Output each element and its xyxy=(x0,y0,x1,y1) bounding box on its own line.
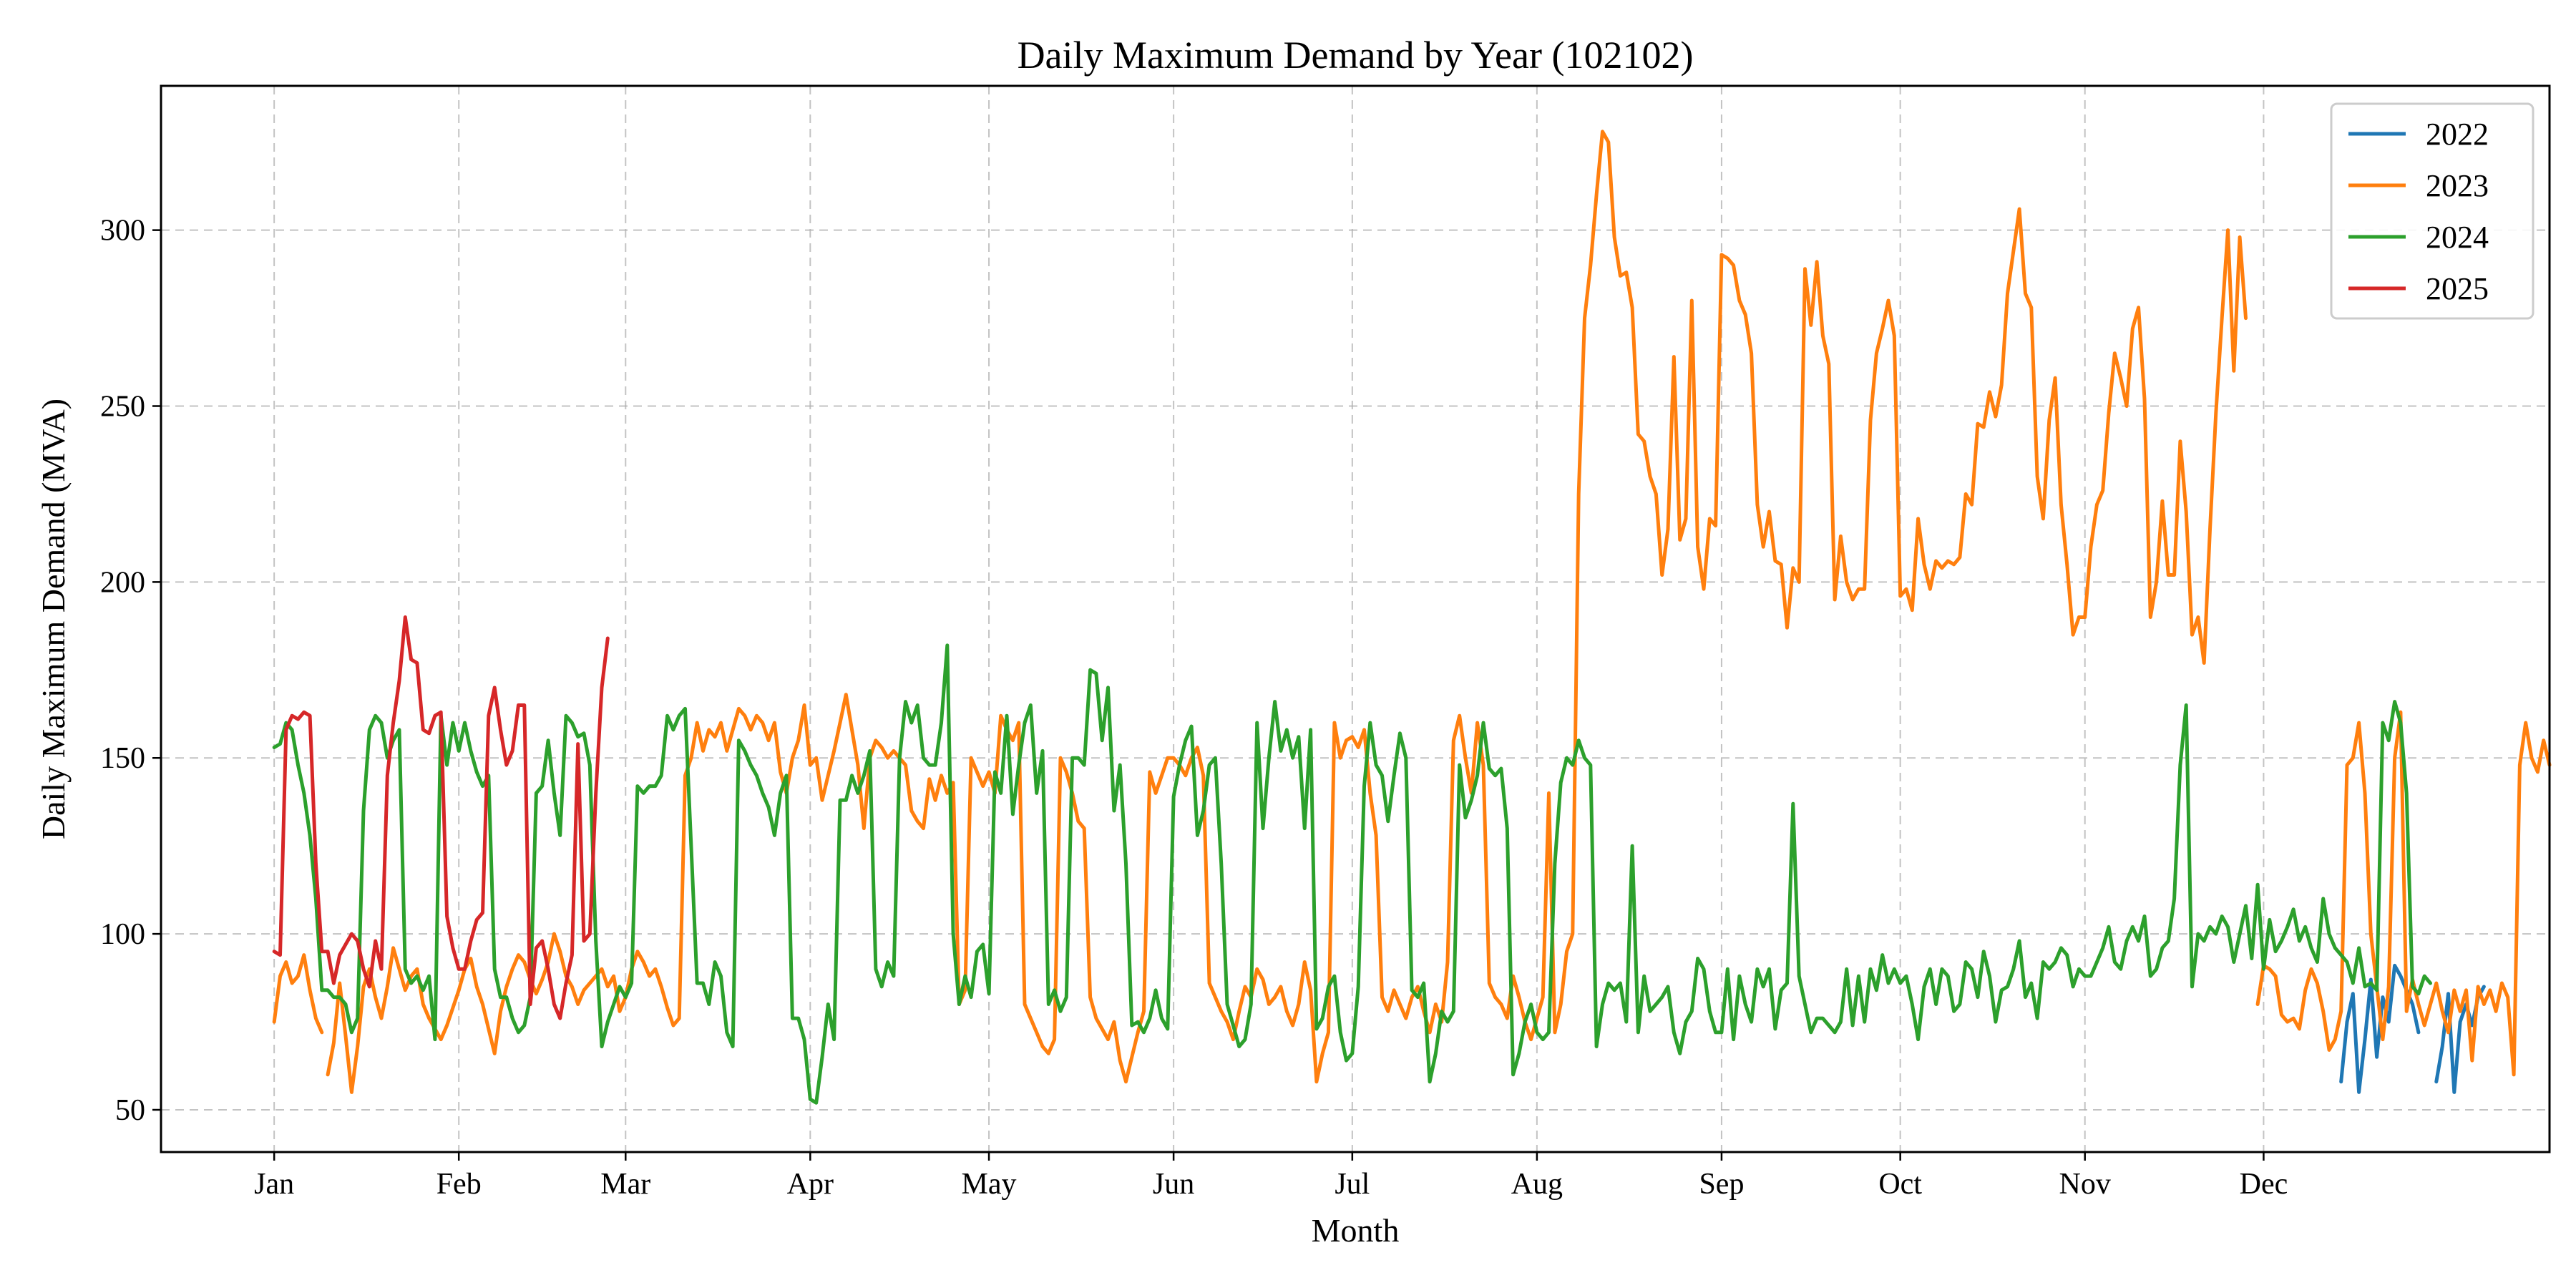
y-tick-label: 150 xyxy=(100,742,145,775)
x-tick-label: Jun xyxy=(1153,1168,1194,1201)
legend-label: 2023 xyxy=(2426,168,2489,203)
legend-label: 2025 xyxy=(2426,271,2489,306)
x-tick-label: Apr xyxy=(787,1168,834,1201)
legend-label: 2022 xyxy=(2426,117,2489,152)
y-tick-label: 300 xyxy=(100,215,145,248)
x-tick-label: Jul xyxy=(1335,1168,1370,1201)
series-lines xyxy=(272,130,2552,1105)
y-tick-label: 50 xyxy=(115,1094,145,1127)
y-tick-label: 200 xyxy=(100,566,145,599)
x-tick-label: Sep xyxy=(1699,1168,1744,1201)
chart-title: Daily Maximum Demand by Year (102102) xyxy=(1018,34,1694,77)
series-line-2023 xyxy=(272,130,2552,1094)
y-tick-label: 100 xyxy=(100,918,145,951)
x-tick-label: Nov xyxy=(2059,1168,2111,1201)
y-axis-ticks: 50 100 150 200 250 300 xyxy=(100,215,161,1127)
legend-label: 2024 xyxy=(2426,220,2489,255)
x-tick-label: Feb xyxy=(436,1168,482,1201)
y-axis-label: Daily Maximum Demand (MVA) xyxy=(35,399,72,839)
legend: 2022 2023 2024 2025 xyxy=(2330,102,2534,320)
x-tick-label: May xyxy=(962,1168,1017,1201)
plot-frame xyxy=(160,84,2551,1153)
x-tick-label: Jan xyxy=(254,1168,294,1201)
legend-box xyxy=(2330,102,2534,320)
x-axis-label: Month xyxy=(1312,1212,1400,1249)
series-line-2025 xyxy=(272,615,610,1020)
series-line-2024 xyxy=(272,643,2432,1105)
x-tick-label: Dec xyxy=(2240,1168,2288,1201)
grid xyxy=(161,86,2550,1152)
x-tick-label: Oct xyxy=(1878,1168,1922,1201)
x-tick-label: Aug xyxy=(1511,1168,1563,1201)
y-tick-label: 250 xyxy=(100,390,145,423)
x-tick-label: Mar xyxy=(600,1168,650,1201)
x-axis-ticks: Jan Feb Mar Apr May Jun Jul Aug Sep Oct Nov Dec xyxy=(254,1152,2288,1201)
